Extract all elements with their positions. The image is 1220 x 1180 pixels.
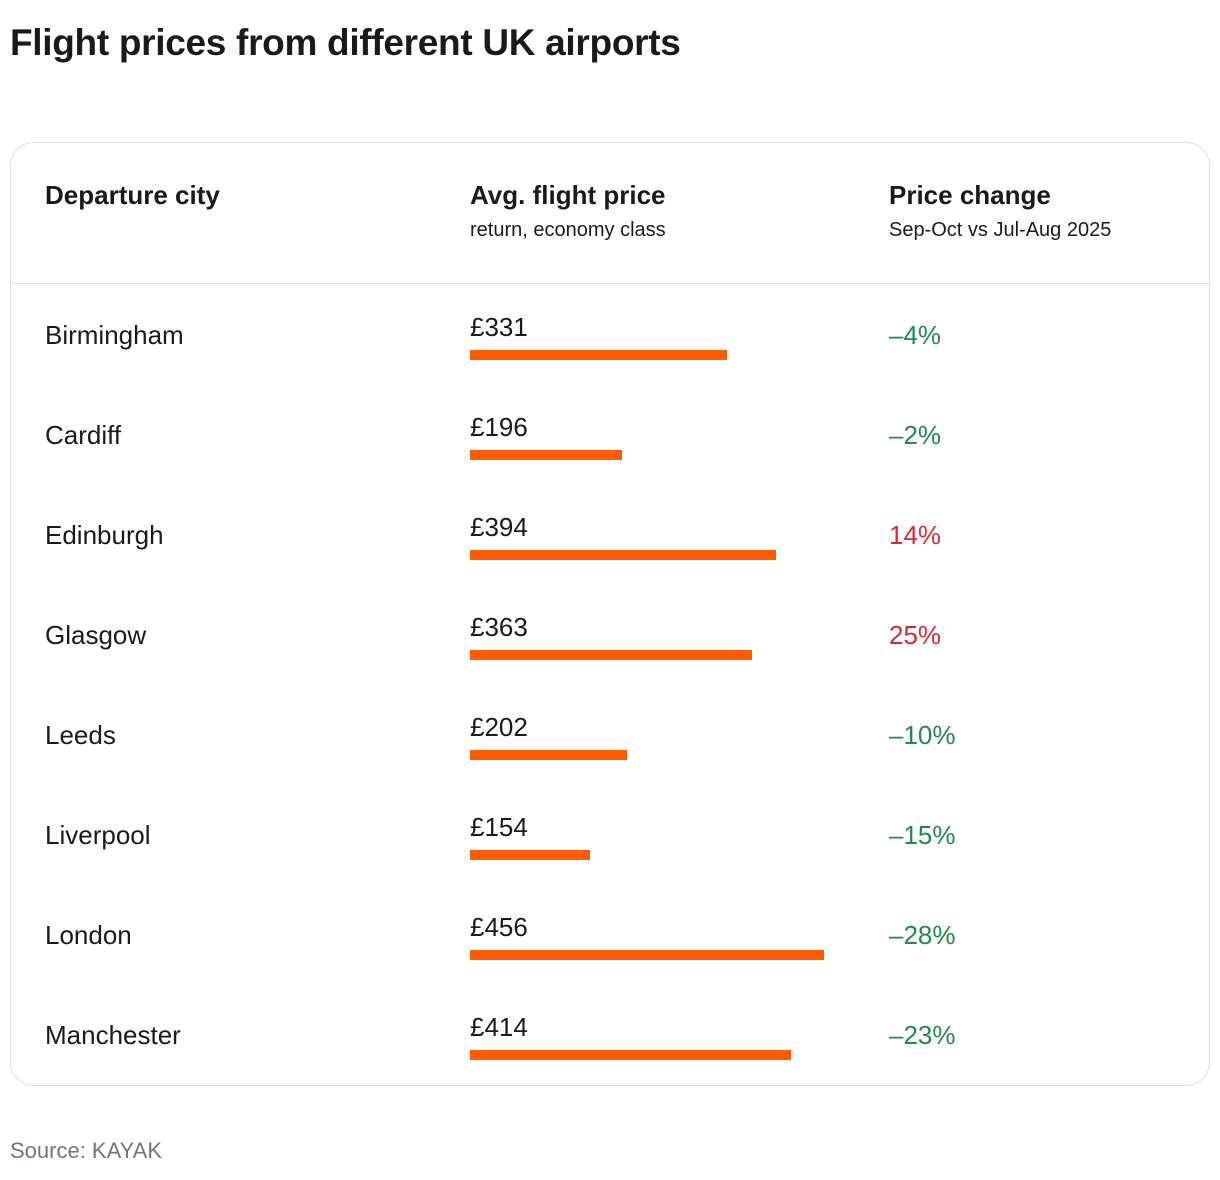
table-header: Departure city Avg. flight price return,… <box>11 143 1209 284</box>
table-row: Glasgow £363 25% <box>11 585 1209 685</box>
price-change-label: –15% <box>889 820 956 850</box>
price-bar <box>470 350 727 360</box>
header-price-sublabel: return, economy class <box>470 219 666 241</box>
city-label: Cardiff <box>45 420 122 450</box>
city-label: Glasgow <box>45 620 147 650</box>
table-row: Manchester £414 –23% <box>11 985 1209 1085</box>
header-city-label: Departure city <box>45 180 220 210</box>
table-row: Edinburgh £394 14% <box>11 485 1209 585</box>
price-change-label: –28% <box>889 920 956 950</box>
header-price-label: Avg. flight price <box>470 180 666 210</box>
header-change-label: Price change <box>889 180 1051 210</box>
table-body: Birmingham £331 –4% Cardiff £196 –2% Edinburgh… <box>11 285 1209 1085</box>
city-label: Edinburgh <box>45 520 164 550</box>
table-row: Cardiff £196 –2% <box>11 385 1209 485</box>
price-bar <box>470 950 824 960</box>
header-change: Price change Sep-Oct vs Jul-Aug 2025 <box>889 179 1111 243</box>
table-row: Leeds £202 –10% <box>11 685 1209 785</box>
city-label: London <box>45 920 132 950</box>
table-row: Birmingham £331 –4% <box>11 285 1209 385</box>
table-row: London £456 –28% <box>11 885 1209 985</box>
city-label: Manchester <box>45 1020 181 1050</box>
price-label: £456 <box>470 912 528 942</box>
price-bar <box>470 450 622 460</box>
price-change-label: 14% <box>889 520 942 550</box>
price-label: £331 <box>470 312 528 342</box>
price-bar <box>470 1050 791 1060</box>
city-label: Birmingham <box>45 320 184 350</box>
city-label: Liverpool <box>45 820 151 850</box>
city-label: Leeds <box>45 720 116 750</box>
price-bar <box>470 850 590 860</box>
header-price: Avg. flight price return, economy class <box>470 179 666 243</box>
price-label: £363 <box>470 612 528 642</box>
price-change-label: –10% <box>889 720 956 750</box>
header-city: Departure city <box>45 179 220 211</box>
table-card: Departure city Avg. flight price return,… <box>10 142 1210 1086</box>
price-label: £202 <box>470 712 528 742</box>
price-change-label: –2% <box>889 420 942 450</box>
price-label: £394 <box>470 512 528 542</box>
price-label: £154 <box>470 812 528 842</box>
price-change-label: 25% <box>889 620 942 650</box>
price-change-label: –23% <box>889 1020 956 1050</box>
price-label: £196 <box>470 412 528 442</box>
price-bar <box>470 550 776 560</box>
header-change-sublabel: Sep-Oct vs Jul-Aug 2025 <box>889 219 1112 241</box>
price-label: £414 <box>470 1012 528 1042</box>
price-change-label: –4% <box>889 320 942 350</box>
chart-title: Flight prices from different UK airports <box>10 22 681 63</box>
table-row: Liverpool £154 –15% <box>11 785 1209 885</box>
price-bar <box>470 750 627 760</box>
source-note: Source: KAYAK <box>10 1138 163 1163</box>
price-bar <box>470 650 752 660</box>
